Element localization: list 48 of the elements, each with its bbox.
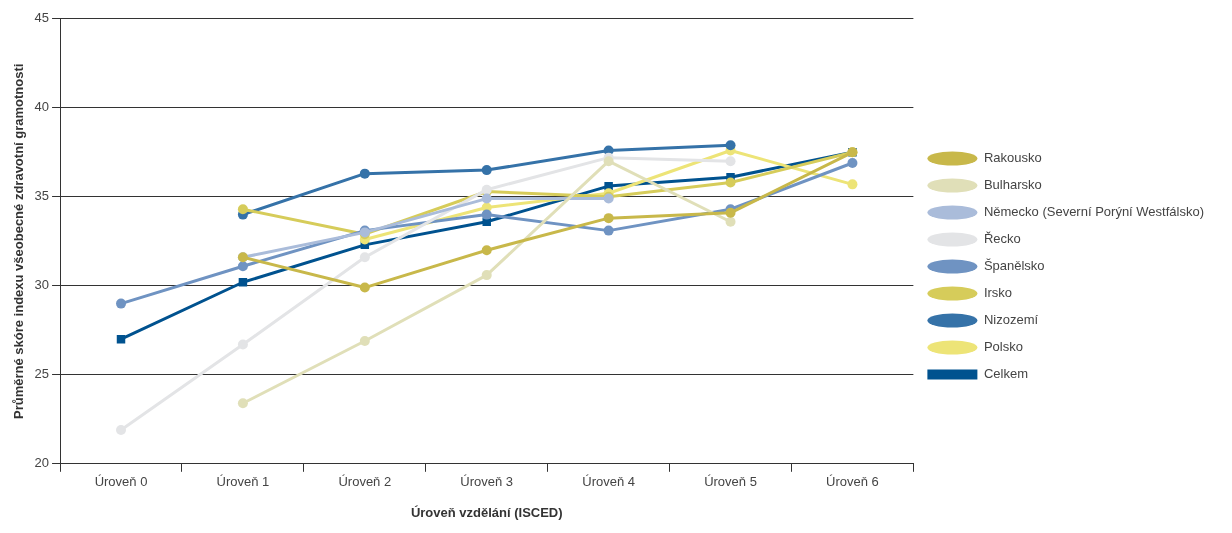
point [481, 245, 492, 256]
x-tick-label: Úroveň 3 [460, 474, 514, 490]
point [237, 261, 248, 272]
x-tick-label: Úroveň 2 [338, 474, 392, 490]
point [116, 424, 127, 435]
y-tick-label: 40 [34, 99, 50, 115]
x-tick-label: Úroveň 6 [826, 474, 879, 490]
point [359, 168, 370, 179]
point [847, 157, 858, 168]
point [725, 177, 736, 188]
legend-label: Irsko [983, 285, 1013, 301]
point [481, 193, 492, 204]
point [237, 339, 248, 350]
y-tick-label: 35 [34, 188, 50, 204]
point [359, 335, 370, 346]
legend-label: Polsko [983, 339, 1023, 355]
y-tick-label: 45 [34, 10, 50, 26]
point [116, 298, 127, 309]
point [359, 252, 370, 263]
point [725, 140, 736, 151]
x-axis-title: Úroveň vzdělání (ISCED) [410, 504, 563, 520]
y-tick-label: 25 [34, 366, 50, 382]
legend-label: Řecko [983, 231, 1021, 247]
point [603, 225, 614, 236]
x-tick-label: Úroveň 4 [582, 474, 635, 490]
point [481, 209, 492, 220]
x-tick-label: Úroveň 0 [94, 474, 148, 490]
legend-label: Rakousko [983, 150, 1042, 166]
legend-label: Španělsko [983, 258, 1045, 274]
x-tick-label: Úroveň 5 [704, 474, 757, 490]
y-axis-title: Průměrné skóre indexu všeobecné zdravotní gramotnosti [11, 63, 27, 420]
legend-label: Německo (Severní Porýní Westfálsko) [983, 204, 1205, 220]
point [481, 270, 492, 281]
point [481, 165, 492, 176]
point [725, 156, 736, 167]
point [847, 179, 858, 190]
point [725, 216, 736, 227]
point [603, 156, 614, 167]
legend-label: Celkem [983, 366, 1028, 382]
point [603, 213, 614, 224]
legend-label: Bulharsko [983, 177, 1042, 193]
point [237, 398, 248, 409]
x-tick-label: Úroveň 1 [216, 474, 270, 490]
legend-label: Nizozemí [983, 312, 1039, 328]
y-tick-label: 30 [34, 277, 50, 293]
point [237, 204, 248, 215]
y-tick-label: 20 [34, 455, 50, 471]
point [359, 282, 370, 293]
